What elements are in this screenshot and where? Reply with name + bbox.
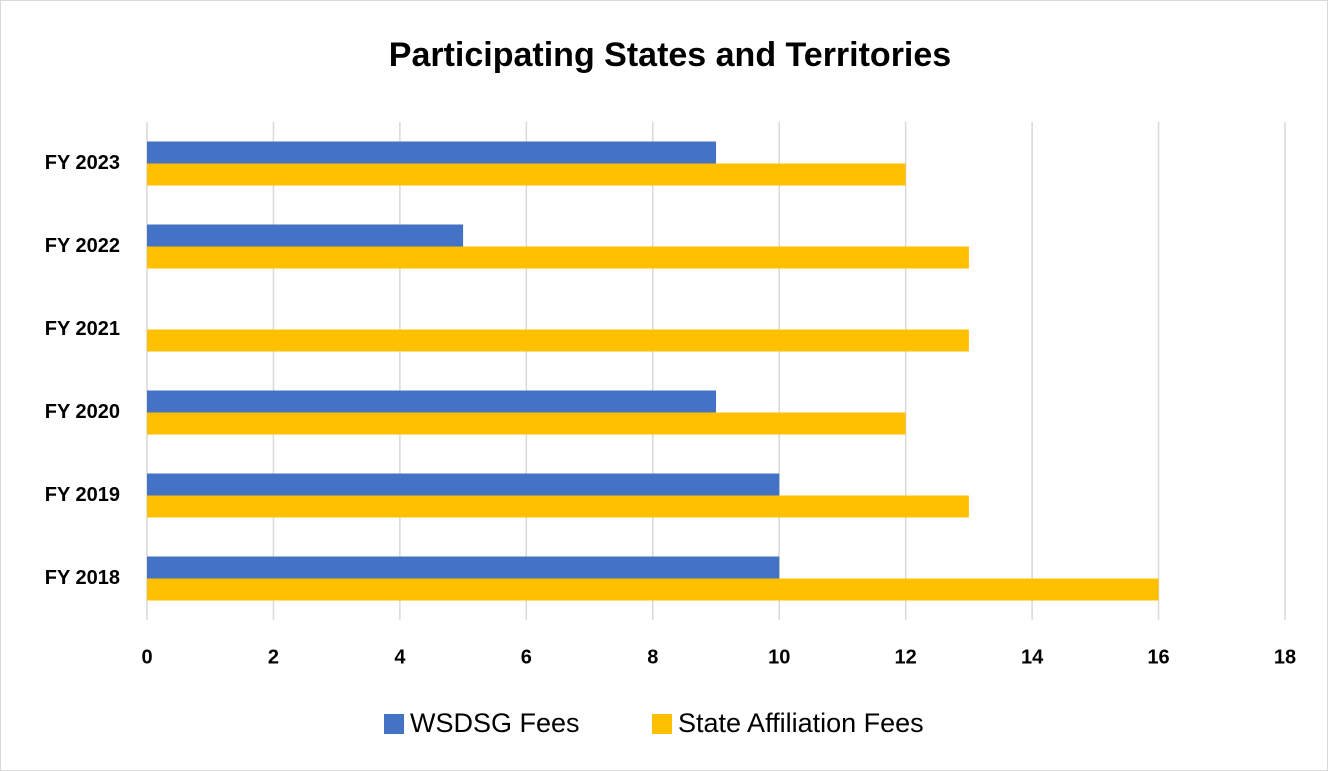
bar (147, 495, 969, 518)
x-tick-label: 14 (1021, 646, 1044, 668)
bar (147, 412, 906, 435)
y-tick-label: FY 2020 (45, 401, 120, 423)
x-tick-label: 4 (394, 646, 406, 668)
chart-title: Participating States and Territories (389, 36, 951, 74)
y-tick-label: FY 2019 (45, 484, 120, 506)
legend-label: WSDSG Fees (410, 708, 580, 738)
legend-swatch (652, 714, 672, 734)
y-tick-label: FY 2023 (45, 152, 120, 174)
y-tick-label: FY 2022 (45, 235, 120, 257)
x-tick-label: 10 (768, 646, 790, 668)
bar (147, 556, 780, 579)
bar (147, 390, 716, 413)
y-tick-label: FY 2018 (45, 567, 120, 589)
x-tick-label: 6 (521, 646, 532, 668)
x-tick-label: 8 (647, 646, 658, 668)
x-tick-label: 16 (1147, 646, 1169, 668)
bar (147, 224, 464, 247)
legend-swatch (384, 714, 404, 734)
y-tick-label: FY 2021 (45, 318, 120, 340)
x-tick-label: 0 (141, 646, 152, 668)
x-tick-label: 2 (268, 646, 279, 668)
bar (147, 329, 969, 352)
x-tick-label: 12 (895, 646, 917, 668)
legend-label: State Affiliation Fees (678, 708, 924, 738)
bar (147, 246, 969, 269)
x-tick-label: 18 (1274, 646, 1296, 668)
bar (147, 578, 1159, 601)
bar (147, 141, 716, 164)
bar (147, 473, 780, 496)
bar (147, 163, 906, 186)
